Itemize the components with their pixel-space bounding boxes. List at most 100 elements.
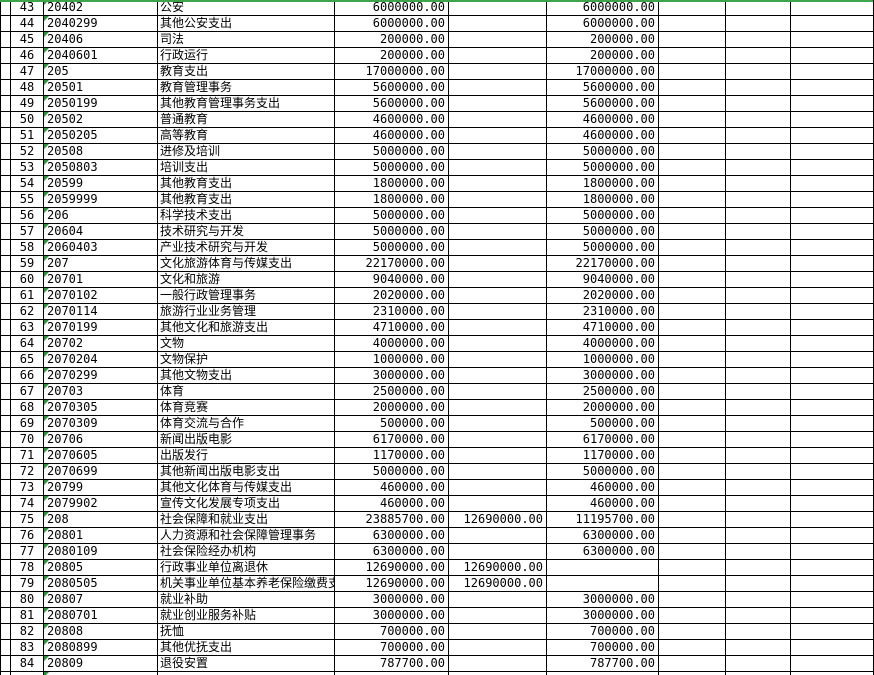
cell-empty-col3[interactable] — [791, 336, 874, 351]
cell-empty-col3[interactable] — [791, 64, 874, 79]
cell-amount-col2[interactable] — [449, 256, 547, 271]
cell-item-name[interactable]: 退役安置 — [158, 656, 335, 671]
cell-item-name[interactable]: 抚恤 — [158, 624, 335, 639]
cell-item-name[interactable]: 培训支出 — [158, 160, 335, 175]
cell-budget-code[interactable]: 207 — [44, 256, 158, 271]
cell-amount-col3[interactable]: 4000000.00 — [547, 336, 659, 351]
cell-amount-col2[interactable] — [449, 480, 547, 495]
cell-edge-sliver[interactable] — [1, 400, 11, 415]
cell-amount-col2[interactable] — [449, 352, 547, 367]
cell-amount-col2[interactable] — [449, 240, 547, 255]
cell-amount-col2[interactable] — [449, 544, 547, 559]
cell-empty-col3[interactable] — [791, 352, 874, 367]
cell-edge-sliver[interactable] — [1, 560, 11, 575]
cell-row-number[interactable]: 70 — [11, 432, 44, 447]
cell-item-name[interactable]: 一般行政管理事务 — [158, 288, 335, 303]
cell-amount-col1[interactable]: 2000000.00 — [335, 400, 449, 415]
cell-empty-col3[interactable] — [791, 288, 874, 303]
cell-empty-col2[interactable] — [726, 208, 791, 223]
cell-budget-code[interactable]: 2080701 — [44, 608, 158, 623]
cell-empty-col3[interactable] — [791, 432, 874, 447]
cell-amount-col2[interactable]: 12690000.00 — [449, 560, 547, 575]
cell-empty-col1[interactable] — [659, 560, 726, 575]
cell-item-name[interactable]: 科学技术支出 — [158, 208, 335, 223]
cell-row-number[interactable]: 43 — [11, 0, 44, 15]
cell-empty-col1[interactable] — [659, 384, 726, 399]
cell-row-number[interactable]: 47 — [11, 64, 44, 79]
cell-budget-code[interactable]: 2050199 — [44, 96, 158, 111]
cell-amount-col2[interactable] — [449, 416, 547, 431]
cell-amount-col1[interactable]: 4710000.00 — [335, 320, 449, 335]
cell-empty-col1[interactable] — [659, 336, 726, 351]
cell-item-name[interactable]: 新闻出版电影 — [158, 432, 335, 447]
cell-amount-col3[interactable]: 3000000.00 — [547, 608, 659, 623]
cell-budget-code[interactable]: 20402 — [44, 0, 158, 15]
cell-amount-col2[interactable] — [449, 432, 547, 447]
cell-item-name[interactable]: 进修及培训 — [158, 144, 335, 159]
cell-item-name[interactable]: 其他教育支出 — [158, 192, 335, 207]
cell-budget-code[interactable]: 2050803 — [44, 160, 158, 175]
cell-amount-col1[interactable]: 2020000.00 — [335, 288, 449, 303]
cell-row-number[interactable]: 73 — [11, 480, 44, 495]
cell-item-name[interactable]: 技术研究与开发 — [158, 224, 335, 239]
cell-empty-col3[interactable] — [791, 608, 874, 623]
cell-amount-col1[interactable]: 5600000.00 — [335, 96, 449, 111]
cell-row-number[interactable]: 62 — [11, 304, 44, 319]
cell-amount-col1[interactable]: 700000.00 — [335, 640, 449, 655]
cell-row-number[interactable]: 48 — [11, 80, 44, 95]
cell-empty-col3[interactable] — [791, 112, 874, 127]
cell-empty-col1[interactable] — [659, 112, 726, 127]
cell-empty-col2[interactable] — [726, 640, 791, 655]
cell-amount-col1[interactable]: 3000000.00 — [335, 608, 449, 623]
cell-empty-col3[interactable] — [791, 272, 874, 287]
cell-empty-col3[interactable] — [791, 304, 874, 319]
cell-empty-col2[interactable] — [726, 128, 791, 143]
cell-amount-col3[interactable]: 700000.00 — [547, 624, 659, 639]
cell-row-number[interactable]: 49 — [11, 96, 44, 111]
cell-row-number[interactable]: 57 — [11, 224, 44, 239]
cell-amount-col3[interactable]: 11195700.00 — [547, 512, 659, 527]
cell-empty-col3[interactable] — [791, 464, 874, 479]
cell-amount-col3[interactable]: 6300000.00 — [547, 544, 659, 559]
cell-empty-col1[interactable] — [659, 32, 726, 47]
cell-empty-col3[interactable] — [791, 400, 874, 415]
cell-empty-col2[interactable] — [726, 352, 791, 367]
cell-amount-col1[interactable]: 3000000.00 — [335, 368, 449, 383]
cell-amount-col2[interactable] — [449, 48, 547, 63]
cell-row-number[interactable]: 61 — [11, 288, 44, 303]
cell-empty-col1[interactable] — [659, 128, 726, 143]
cell-budget-code[interactable]: 20406 — [44, 32, 158, 47]
cell-budget-code[interactable]: 2070204 — [44, 352, 158, 367]
cell-row-number[interactable]: 81 — [11, 608, 44, 623]
cell-budget-code[interactable]: 20599 — [44, 176, 158, 191]
cell-item-name[interactable]: 文物保护 — [158, 352, 335, 367]
cell-amount-col2[interactable] — [449, 288, 547, 303]
cell-amount-col1[interactable]: 5000000.00 — [335, 464, 449, 479]
cell-amount-col2[interactable] — [449, 192, 547, 207]
cell-row-number[interactable]: 72 — [11, 464, 44, 479]
cell-empty-col2[interactable] — [726, 624, 791, 639]
cell-item-name[interactable]: 其他优抚支出 — [158, 640, 335, 655]
cell-amount-col2[interactable] — [449, 384, 547, 399]
cell-budget-code[interactable]: 2079902 — [44, 496, 158, 511]
cell-empty-col3[interactable] — [791, 512, 874, 527]
cell-empty-col1[interactable] — [659, 64, 726, 79]
cell-empty-col1[interactable] — [659, 624, 726, 639]
cell-empty-col2[interactable] — [726, 192, 791, 207]
cell-amount-col1[interactable]: 6300000.00 — [335, 544, 449, 559]
cell-empty-col2[interactable] — [726, 384, 791, 399]
cell-budget-code[interactable]: 20801 — [44, 528, 158, 543]
cell-amount-col2[interactable] — [449, 64, 547, 79]
cell-item-name[interactable]: 出版发行 — [158, 448, 335, 463]
cell-amount-col3[interactable]: 5000000.00 — [547, 160, 659, 175]
cell-empty-col3[interactable] — [791, 624, 874, 639]
cell-empty-col3[interactable] — [791, 0, 874, 15]
cell-item-name[interactable]: 其他公安支出 — [158, 16, 335, 31]
cell-amount-col3[interactable]: 6300000.00 — [547, 528, 659, 543]
cell-empty-col1[interactable] — [659, 512, 726, 527]
cell-empty-col1[interactable] — [659, 304, 726, 319]
cell-amount-col3[interactable]: 787700.00 — [547, 656, 659, 671]
cell-item-name[interactable]: 其他教育支出 — [158, 176, 335, 191]
cell-item-name[interactable]: 其他新闻出版电影支出 — [158, 464, 335, 479]
cell-budget-code[interactable]: 2059999 — [44, 192, 158, 207]
